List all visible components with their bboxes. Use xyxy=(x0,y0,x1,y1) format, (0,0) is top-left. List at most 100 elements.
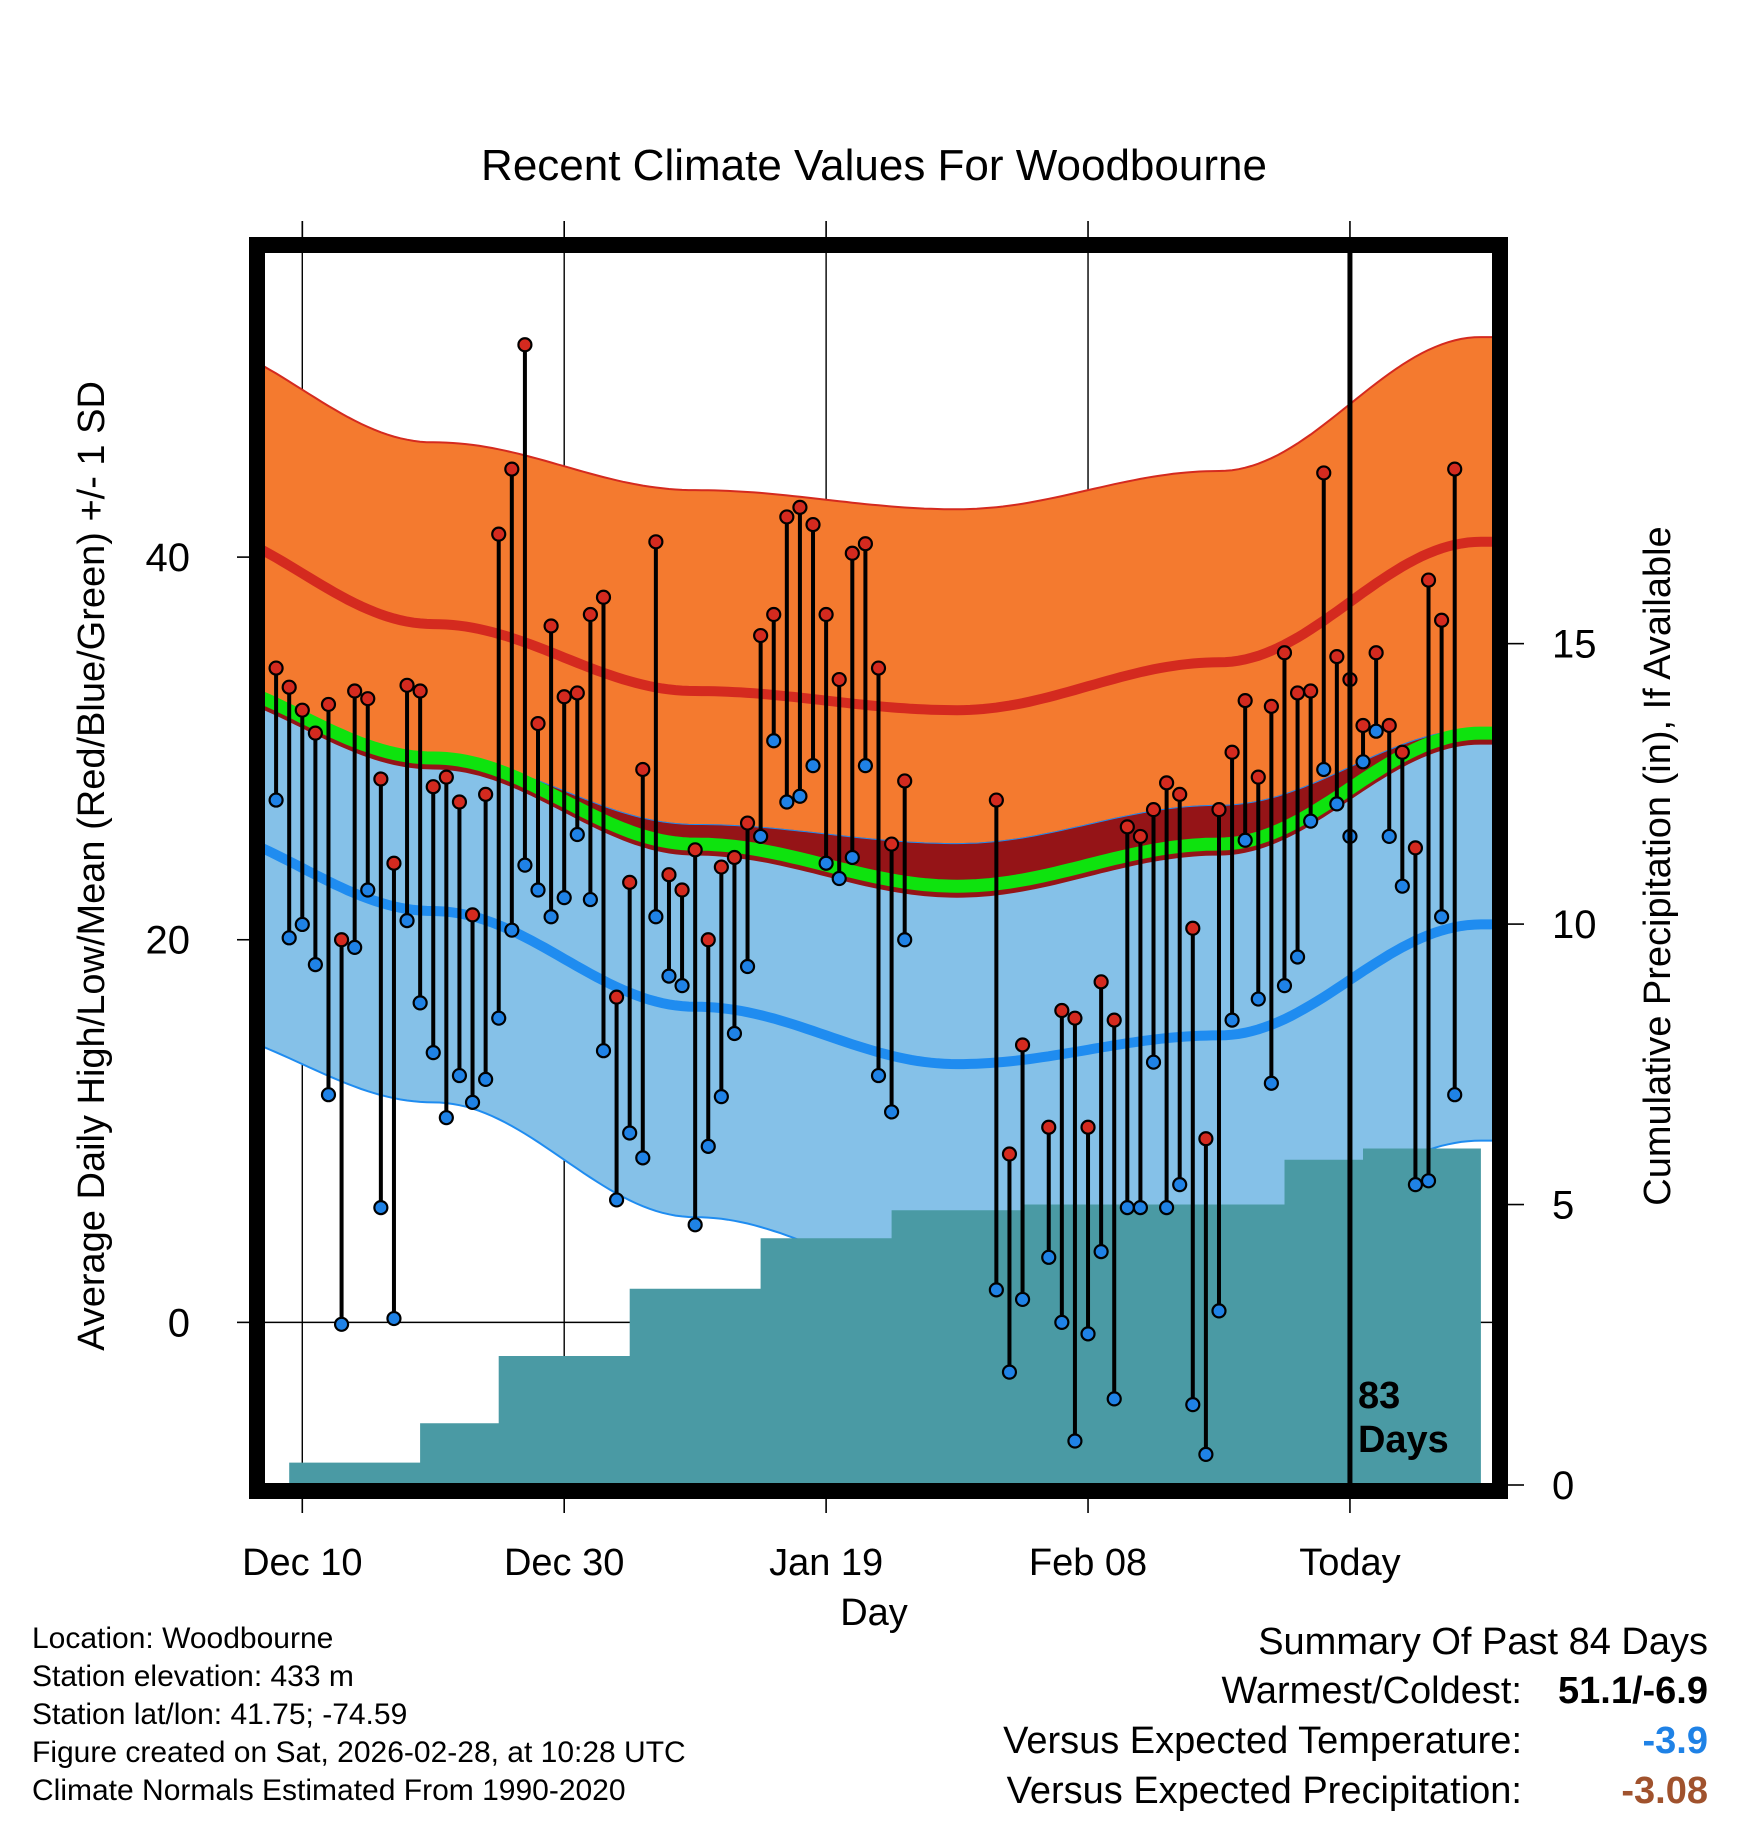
daily-low-point xyxy=(425,1045,441,1061)
daily-low-point xyxy=(1289,949,1306,965)
daily-high-point xyxy=(399,677,415,693)
daily-high-point xyxy=(1145,802,1162,818)
x-tick-label: Feb 08 xyxy=(1029,1542,1147,1584)
temp-anomaly-value: -3.9 xyxy=(1642,1720,1708,1762)
axes: 83 Days 0 20 40 0 5 10 15 Dec 10 Dec 30 Jan 19 Feb 0… xyxy=(146,221,1597,1584)
daily-low-point xyxy=(1368,723,1384,739)
daily-low-point xyxy=(478,1071,494,1088)
daily-high-point xyxy=(1329,648,1345,665)
daily-high-point xyxy=(1159,775,1175,791)
daily-high-point xyxy=(1132,828,1149,845)
daily-high-point xyxy=(320,696,337,713)
daily-high-point xyxy=(648,534,664,550)
daily-high-point xyxy=(1316,465,1332,481)
daily-high-point xyxy=(1276,645,1293,661)
daily-high-point xyxy=(1119,819,1135,835)
warmest-value: 51.1/-6.9 xyxy=(1558,1670,1708,1712)
daily-high-point xyxy=(504,461,520,477)
daily-low-point xyxy=(818,855,834,871)
daily-high-point xyxy=(438,769,454,785)
daily-low-point xyxy=(661,968,677,984)
daily-high-point xyxy=(635,761,651,778)
daily-high-point xyxy=(543,618,559,634)
daily-low-point xyxy=(333,1316,350,1332)
daily-low-point xyxy=(674,978,690,994)
x-tick-label: Today xyxy=(1299,1542,1400,1584)
plot-frame xyxy=(249,237,1508,1499)
daily-low-point xyxy=(1014,1291,1031,1308)
daily-low-point xyxy=(687,1217,703,1233)
daily-high-point xyxy=(1368,645,1384,661)
daily-high-point xyxy=(1224,744,1240,760)
daily-low-point xyxy=(844,849,860,866)
daily-high-point xyxy=(1080,1119,1096,1135)
daily-low-point xyxy=(556,890,572,906)
daily-low-point xyxy=(320,1087,337,1103)
daily-low-point xyxy=(700,1138,716,1154)
daily-high-point xyxy=(674,882,690,898)
x-tick-label: Jan 19 xyxy=(769,1542,883,1584)
daily-high-point xyxy=(857,536,874,552)
daily-low-point xyxy=(530,882,546,898)
daily-high-point xyxy=(1381,717,1397,734)
daily-low-point xyxy=(1119,1199,1135,1216)
daily-low-point xyxy=(1054,1314,1070,1330)
daily-low-point xyxy=(360,882,376,898)
daily-low-point xyxy=(517,857,533,873)
daily-high-point xyxy=(478,786,494,802)
daily-low-point xyxy=(1211,1303,1227,1319)
daily-low-point xyxy=(1447,1087,1463,1103)
daily-low-point xyxy=(1237,832,1253,848)
daily-high-point xyxy=(530,715,546,732)
daily-low-point xyxy=(1172,1177,1188,1193)
daily-high-point xyxy=(1054,1002,1070,1019)
daily-high-point xyxy=(1067,1010,1083,1026)
daily-low-point xyxy=(739,958,756,975)
daily-high-point xyxy=(661,867,677,883)
daily-low-point xyxy=(595,1043,612,1059)
daily-high-point xyxy=(1263,698,1279,714)
daily-low-point xyxy=(1185,1397,1201,1413)
daily-high-point xyxy=(373,771,389,787)
daily-high-point xyxy=(1041,1119,1057,1135)
daily-high-point xyxy=(582,606,598,623)
daily-low-point xyxy=(1001,1364,1018,1380)
daily-low-point xyxy=(1067,1433,1083,1449)
summary-title: Summary Of Past 84 Days xyxy=(1258,1621,1708,1663)
daily-low-point xyxy=(635,1150,651,1166)
daily-low-point xyxy=(753,828,769,845)
daily-high-point xyxy=(687,842,703,858)
daily-high-point xyxy=(412,683,428,699)
daily-high-point xyxy=(988,792,1004,808)
daily-high-point xyxy=(766,606,782,623)
daily-high-point xyxy=(1355,717,1371,734)
summary-temp-row: Versus Expected Temperature: -3.9 xyxy=(808,1716,1708,1766)
daily-low-point xyxy=(1355,754,1371,770)
daily-high-point xyxy=(753,627,769,644)
daily-high-point xyxy=(595,589,612,605)
daily-high-point xyxy=(1172,786,1188,802)
summary-warmest-row: Warmest/Coldest: 51.1/-6.9 xyxy=(808,1666,1708,1716)
daily-low-point xyxy=(648,909,664,925)
daily-low-point xyxy=(451,1067,468,1084)
daily-high-point xyxy=(831,671,847,688)
daily-low-point xyxy=(464,1094,481,1110)
x-axis-label: Day xyxy=(840,1592,908,1634)
daily-high-point xyxy=(281,679,297,695)
daily-low-point xyxy=(608,1192,625,1208)
daily-low-point xyxy=(857,758,874,774)
daily-low-point xyxy=(1224,1012,1240,1028)
daily-low-point xyxy=(1263,1075,1279,1091)
daily-high-point xyxy=(713,859,729,875)
daily-low-point xyxy=(1303,813,1319,829)
today-days-label-line: Days xyxy=(1358,1419,1449,1461)
y-tick-label: 0 xyxy=(168,1301,190,1345)
station-info: Location: Woodbourne Station elevation: … xyxy=(32,1620,686,1810)
daily-high-point xyxy=(425,779,441,795)
daily-low-point xyxy=(543,909,559,925)
daily-high-point xyxy=(1106,1012,1122,1028)
y-tick-label: 40 xyxy=(146,536,191,580)
plot-area xyxy=(263,251,1494,1485)
y-tick-label: 20 xyxy=(146,919,191,963)
